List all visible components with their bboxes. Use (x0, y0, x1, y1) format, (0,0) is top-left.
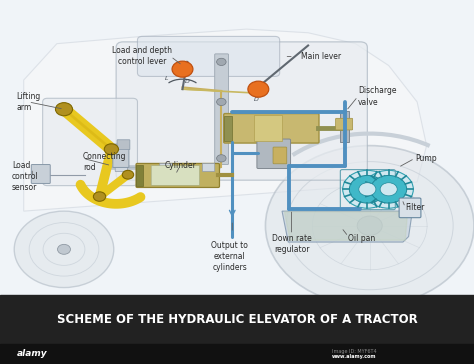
Text: Load
control
sensor: Load control sensor (12, 161, 38, 192)
Text: Image ID: MYF6T4: Image ID: MYF6T4 (332, 349, 376, 354)
FancyBboxPatch shape (137, 36, 280, 76)
FancyBboxPatch shape (224, 114, 319, 143)
Bar (254, 115, 282, 141)
Circle shape (93, 192, 106, 201)
Text: Connecting
rod: Connecting rod (83, 152, 127, 172)
Polygon shape (284, 212, 408, 240)
Circle shape (248, 81, 269, 97)
Text: www.alamy.com: www.alamy.com (332, 354, 376, 359)
Circle shape (359, 183, 376, 196)
Circle shape (122, 170, 134, 179)
FancyBboxPatch shape (336, 118, 353, 130)
Text: D: D (185, 79, 190, 84)
FancyBboxPatch shape (115, 163, 128, 171)
Circle shape (349, 175, 385, 203)
Circle shape (14, 211, 114, 288)
FancyBboxPatch shape (257, 139, 291, 169)
Text: alamy: alamy (17, 349, 47, 358)
Bar (224, 116, 232, 141)
Bar (136, 165, 143, 186)
FancyBboxPatch shape (43, 98, 137, 186)
Circle shape (55, 103, 73, 116)
Text: Load and depth
control lever: Load and depth control lever (112, 46, 172, 67)
Bar (0, 344, 474, 364)
FancyBboxPatch shape (116, 42, 367, 180)
Text: L: L (164, 76, 168, 81)
FancyBboxPatch shape (136, 163, 219, 187)
Text: Down rate
regulator: Down rate regulator (272, 234, 311, 254)
FancyBboxPatch shape (160, 163, 172, 171)
FancyBboxPatch shape (215, 54, 228, 165)
Text: Filter: Filter (405, 203, 425, 212)
Text: Main lever: Main lever (301, 52, 341, 61)
Circle shape (104, 144, 118, 155)
Circle shape (57, 244, 71, 254)
FancyBboxPatch shape (31, 165, 50, 183)
Circle shape (217, 98, 226, 106)
Circle shape (172, 61, 193, 77)
Polygon shape (24, 29, 427, 211)
FancyBboxPatch shape (113, 144, 129, 167)
Text: Output to
external
cylinders: Output to external cylinders (211, 241, 248, 272)
Text: D: D (254, 97, 258, 102)
Circle shape (364, 170, 413, 208)
FancyBboxPatch shape (117, 140, 130, 150)
Circle shape (217, 58, 226, 66)
Circle shape (371, 175, 407, 203)
Text: Pump: Pump (415, 154, 437, 163)
FancyBboxPatch shape (399, 198, 421, 218)
Circle shape (357, 216, 382, 235)
FancyBboxPatch shape (273, 147, 287, 164)
Circle shape (380, 183, 397, 196)
Circle shape (343, 170, 392, 208)
Text: Cylinder: Cylinder (164, 161, 196, 170)
Bar (340, 111, 349, 142)
Bar (0, 0, 474, 298)
Text: Discharge
valve: Discharge valve (358, 86, 396, 107)
Circle shape (265, 146, 474, 306)
Text: Oil pan: Oil pan (348, 234, 375, 243)
FancyBboxPatch shape (202, 163, 215, 171)
Bar (0, 295, 474, 344)
Circle shape (217, 155, 226, 162)
Polygon shape (282, 211, 412, 242)
Text: Lifting
arm: Lifting arm (17, 92, 41, 112)
FancyBboxPatch shape (151, 166, 200, 185)
Text: SCHEME OF THE HYDRAULIC ELEVATOR OF A TRACTOR: SCHEME OF THE HYDRAULIC ELEVATOR OF A TR… (56, 313, 418, 326)
